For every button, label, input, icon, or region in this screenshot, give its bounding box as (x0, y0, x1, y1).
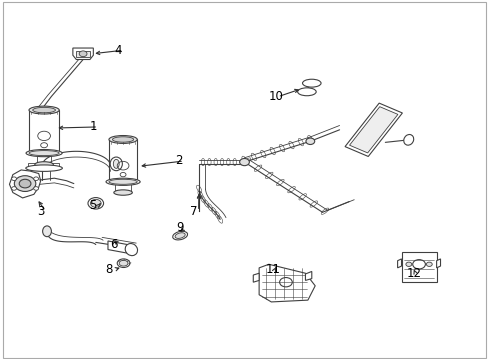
Text: 2: 2 (175, 154, 183, 167)
Text: 11: 11 (265, 263, 281, 276)
Ellipse shape (297, 88, 316, 96)
Ellipse shape (112, 137, 133, 142)
Ellipse shape (26, 165, 62, 171)
Text: 9: 9 (176, 221, 183, 234)
Circle shape (12, 177, 17, 180)
Text: 10: 10 (268, 90, 283, 103)
Polygon shape (9, 170, 41, 198)
Ellipse shape (117, 259, 130, 267)
Polygon shape (253, 273, 259, 282)
Polygon shape (305, 271, 311, 280)
Text: 4: 4 (115, 44, 122, 57)
Ellipse shape (42, 226, 51, 237)
Text: 7: 7 (189, 205, 197, 218)
Ellipse shape (109, 179, 137, 184)
Ellipse shape (90, 199, 101, 207)
Circle shape (12, 187, 17, 190)
Polygon shape (349, 107, 397, 153)
Polygon shape (109, 139, 137, 182)
Polygon shape (37, 153, 51, 165)
Text: 8: 8 (105, 263, 113, 276)
Text: 6: 6 (110, 238, 117, 251)
Polygon shape (51, 163, 59, 168)
Circle shape (405, 262, 411, 266)
Circle shape (34, 187, 39, 190)
Ellipse shape (88, 198, 103, 209)
Polygon shape (28, 163, 37, 168)
Ellipse shape (119, 260, 128, 266)
Ellipse shape (113, 159, 119, 168)
Polygon shape (345, 103, 402, 157)
Polygon shape (401, 252, 436, 282)
Circle shape (305, 138, 314, 144)
Ellipse shape (175, 233, 185, 238)
Circle shape (19, 179, 31, 188)
Text: 5: 5 (89, 199, 97, 212)
Text: 12: 12 (406, 267, 421, 280)
Polygon shape (115, 182, 131, 193)
Polygon shape (436, 259, 440, 268)
Text: 3: 3 (37, 205, 44, 218)
Circle shape (14, 176, 36, 192)
Ellipse shape (29, 106, 59, 114)
Ellipse shape (110, 157, 122, 171)
Circle shape (79, 51, 87, 57)
Circle shape (426, 262, 431, 266)
Polygon shape (259, 264, 315, 302)
Ellipse shape (26, 149, 62, 157)
Circle shape (34, 177, 39, 180)
Ellipse shape (35, 162, 53, 167)
Ellipse shape (29, 150, 59, 156)
Polygon shape (76, 50, 90, 57)
Polygon shape (397, 259, 401, 268)
Text: 1: 1 (89, 121, 97, 134)
Polygon shape (108, 241, 131, 254)
Ellipse shape (109, 135, 137, 143)
Ellipse shape (403, 135, 413, 145)
Polygon shape (29, 110, 59, 153)
Polygon shape (73, 48, 93, 59)
Ellipse shape (125, 243, 137, 256)
Ellipse shape (172, 231, 187, 240)
Ellipse shape (106, 178, 140, 185)
Ellipse shape (302, 79, 321, 87)
Ellipse shape (33, 107, 55, 113)
Ellipse shape (114, 190, 132, 195)
Circle shape (239, 158, 249, 166)
